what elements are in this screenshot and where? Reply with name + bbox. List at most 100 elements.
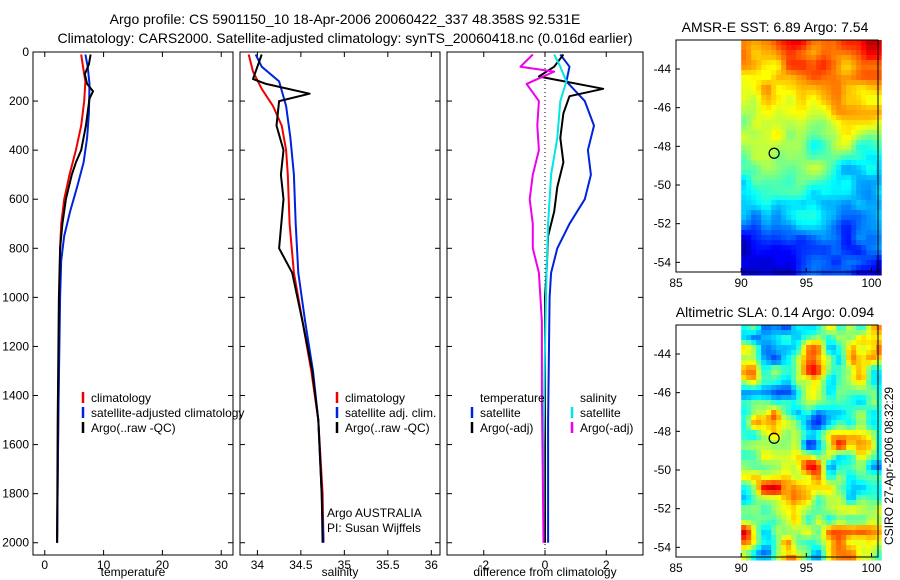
heatmap-cell <box>801 345 807 351</box>
heatmap-cell <box>861 215 867 221</box>
heatmap-cell <box>771 260 777 266</box>
heatmap-cell <box>831 415 837 421</box>
heatmap-cell <box>866 235 872 241</box>
heatmap-cell <box>876 265 882 271</box>
heatmap-cell <box>766 415 772 421</box>
heatmap-cell <box>831 200 837 206</box>
heatmap-cell <box>811 50 817 56</box>
heatmap-cell <box>826 270 832 276</box>
heatmap-cell <box>741 230 747 236</box>
heatmap-cell <box>861 200 867 206</box>
heatmap-cell <box>771 120 777 126</box>
heatmap-cell <box>761 470 767 476</box>
heatmap-cell <box>741 85 747 91</box>
heatmap-cell <box>786 500 792 506</box>
heatmap-cell <box>836 355 842 361</box>
heatmap-cell <box>781 260 787 266</box>
heatmap-cell <box>821 225 827 231</box>
heatmap-cell <box>756 165 762 171</box>
heatmap-cell <box>771 40 777 46</box>
heatmap-cell <box>791 340 797 346</box>
heatmap-cell <box>876 130 882 136</box>
heatmap-cell <box>771 150 777 156</box>
heatmap-cell <box>761 105 767 111</box>
heatmap-cell <box>821 70 827 76</box>
heatmap-cell <box>786 55 792 61</box>
heatmap-cell <box>861 120 867 126</box>
heatmap-cell <box>821 345 827 351</box>
heatmap-cell <box>791 395 797 401</box>
heatmap-cell <box>826 410 832 416</box>
heatmap-cell <box>756 260 762 266</box>
heatmap-cell <box>781 250 787 256</box>
heatmap-cell <box>776 365 782 371</box>
heatmap-cell <box>781 540 787 546</box>
heatmap-cell <box>796 385 802 391</box>
heatmap-cell <box>796 135 802 141</box>
heatmap-cell <box>821 470 827 476</box>
heatmap-cell <box>746 165 752 171</box>
heatmap-cell <box>801 55 807 61</box>
temperature-panel: 0 10 20 30temperature0200400600800100012001… <box>2 45 244 579</box>
heatmap-cell <box>796 455 802 461</box>
heatmap-cell <box>841 105 847 111</box>
heatmap-cell <box>811 375 817 381</box>
heatmap-cell <box>816 505 822 511</box>
heatmap-cell <box>871 60 877 66</box>
heatmap-cell <box>741 120 747 126</box>
x-tick-label: 35.5 <box>376 558 400 572</box>
heatmap-cell <box>771 390 777 396</box>
heatmap-cell <box>751 480 757 486</box>
heatmap-cell <box>811 460 817 466</box>
heatmap-cell <box>826 255 832 261</box>
heatmap-cell <box>871 355 877 361</box>
heatmap-cell <box>871 145 877 151</box>
heatmap-cell <box>856 500 862 506</box>
heatmap-cell <box>806 490 812 496</box>
series-line-salinity-satellite <box>542 54 568 543</box>
heatmap-cell <box>846 80 852 86</box>
heatmap-cell <box>796 395 802 401</box>
heatmap-cell <box>776 395 782 401</box>
heatmap-cell <box>781 190 787 196</box>
heatmap-cell <box>856 390 862 396</box>
heatmap-cell <box>831 255 837 261</box>
heatmap-cell <box>741 530 747 536</box>
heatmap-cell <box>751 455 757 461</box>
heatmap-cell <box>776 205 782 211</box>
heatmap-cell <box>876 555 882 561</box>
heatmap-cell <box>821 480 827 486</box>
heatmap-cell <box>846 45 852 51</box>
heatmap-cell <box>771 220 777 226</box>
heatmap-cell <box>866 125 872 131</box>
plot-frame <box>239 51 441 556</box>
heatmap-cell <box>831 175 837 181</box>
heatmap-cell <box>751 540 757 546</box>
heatmap-cell <box>746 260 752 266</box>
heatmap-cell <box>811 415 817 421</box>
heatmap-cell <box>751 440 757 446</box>
heatmap-cell <box>766 480 772 486</box>
heatmap-cell <box>831 55 837 61</box>
heatmap-cell <box>751 500 757 506</box>
heatmap-cell <box>756 545 762 551</box>
heatmap-cell <box>821 120 827 126</box>
heatmap-cell <box>851 145 857 151</box>
heatmap-cell <box>811 465 817 471</box>
heatmap-cell <box>796 210 802 216</box>
heatmap-cell <box>866 405 872 411</box>
heatmap-cell <box>796 470 802 476</box>
heatmap-cell <box>751 175 757 181</box>
heatmap-cell <box>756 405 762 411</box>
y-tick-label: -50 <box>654 463 672 477</box>
heatmap-cell <box>801 185 807 191</box>
heatmap-cell <box>756 100 762 106</box>
heatmap-cell <box>871 85 877 91</box>
heatmap-cell <box>861 505 867 511</box>
heatmap-cell <box>756 435 762 441</box>
heatmap-cell <box>866 370 872 376</box>
heatmap-cell <box>821 250 827 256</box>
heatmap-cell <box>846 490 852 496</box>
heatmap-cell <box>876 380 882 386</box>
heatmap-cell <box>776 420 782 426</box>
